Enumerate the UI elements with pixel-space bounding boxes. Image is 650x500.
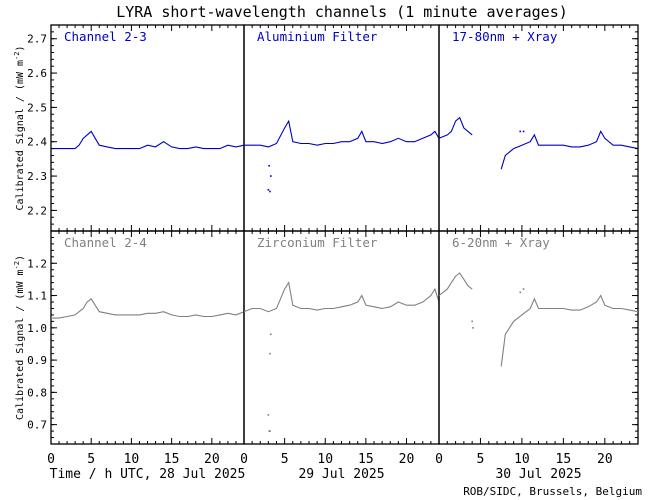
- panel-frame: [243, 24, 440, 232]
- x-tick-label: 0: [435, 452, 443, 467]
- y-axis-label: Calibrated Signal / (mW m-2): [13, 255, 26, 420]
- y-tick-label: 0.8: [27, 386, 47, 399]
- x-tick-label: 15: [556, 452, 572, 467]
- panel-1: Channel 2-3: [50, 24, 245, 232]
- data-point: [519, 291, 522, 294]
- data-point: [270, 333, 272, 336]
- panel-title: 6-20nm + Xray: [452, 235, 550, 250]
- y-tick-label: 1.1: [27, 290, 47, 303]
- y-tick-label: 0.7: [27, 419, 47, 432]
- data-point: [519, 130, 522, 133]
- x-tick-label: 5: [281, 452, 289, 467]
- panel-3: 17-80nm + Xray: [438, 24, 639, 232]
- panel-frame: [438, 230, 639, 445]
- data-point: [269, 352, 271, 355]
- x-tick-label: 5: [477, 452, 485, 467]
- x-tick-label: 10: [124, 452, 140, 467]
- panels-group: Channel 2-3 Aluminium Filter 17-80nm + Xra…: [50, 24, 639, 445]
- data-point: [471, 320, 473, 323]
- panel-frame: [243, 230, 440, 445]
- y-tick-label: 0.9: [27, 354, 47, 367]
- series-line: [51, 297, 245, 319]
- x-tick-label: 15: [164, 452, 180, 467]
- day-caption: 30 Jul 2025: [495, 467, 581, 482]
- panel-title: 17-80nm + Xray: [452, 29, 558, 44]
- panel-2: Aluminium Filter: [243, 24, 440, 232]
- y-tick-label: 2.7: [27, 33, 47, 46]
- y-tick-label: 2.6: [27, 67, 47, 80]
- chart-title: LYRA short-wavelength channels (1 minute…: [116, 3, 568, 21]
- panel-title: Zirconium Filter: [257, 235, 378, 250]
- data-point: [270, 175, 272, 177]
- data-point: [267, 189, 270, 191]
- series-line: [438, 116, 473, 139]
- y-tick-label: 2.3: [27, 170, 47, 183]
- data-point: [268, 430, 270, 432]
- panel-frame: [50, 230, 245, 445]
- data-point: [522, 288, 525, 290]
- x-tick-label: 0: [47, 452, 55, 467]
- series-line: [244, 119, 440, 148]
- panel-5: Zirconium Filter: [243, 230, 440, 445]
- panel-title: Channel 2-4: [64, 235, 147, 250]
- data-point: [267, 414, 270, 416]
- day-caption: 29 Jul 2025: [298, 467, 384, 482]
- x-tick-label: 0: [240, 452, 248, 467]
- y-tick-label: 1.2: [27, 257, 47, 270]
- y-tick-label: 2.4: [27, 136, 47, 149]
- panel-title: Channel 2-3: [64, 29, 147, 44]
- series-line: [51, 130, 245, 150]
- y-axis-label: Calibrated Signal / (mW m-2): [13, 46, 26, 211]
- panel-6: 6-20nm + Xray: [438, 230, 639, 445]
- data-point: [268, 164, 270, 167]
- panel-frame: [50, 24, 245, 232]
- y-tick-label: 2.5: [27, 101, 47, 114]
- data-point: [472, 327, 474, 329]
- data-point: [269, 430, 271, 432]
- x-tick-label: 10: [317, 452, 333, 467]
- day-caption: Time / h UTC, 28 Jul 2025: [50, 467, 246, 482]
- x-tick-label: 15: [358, 452, 374, 467]
- x-tick-label: 20: [399, 452, 415, 467]
- y-tick-label: 1.0: [27, 322, 47, 335]
- y-tick-label: 2.2: [27, 204, 47, 217]
- series-line: [243, 281, 440, 313]
- x-tick-label: 20: [204, 452, 220, 467]
- panel-title: Aluminium Filter: [257, 29, 378, 44]
- data-point: [522, 130, 525, 133]
- x-tick-label: 20: [597, 452, 613, 467]
- credit-text: ROB/SIDC, Brussels, Belgium: [463, 485, 642, 498]
- data-point: [269, 190, 271, 193]
- series-line: [500, 130, 639, 170]
- series-line: [438, 272, 473, 296]
- series-line: [500, 294, 639, 367]
- x-tick-label: 10: [514, 452, 530, 467]
- panel-4: Channel 2-4: [50, 230, 245, 445]
- x-tick-label: 5: [87, 452, 95, 467]
- panel-frame: [438, 24, 639, 232]
